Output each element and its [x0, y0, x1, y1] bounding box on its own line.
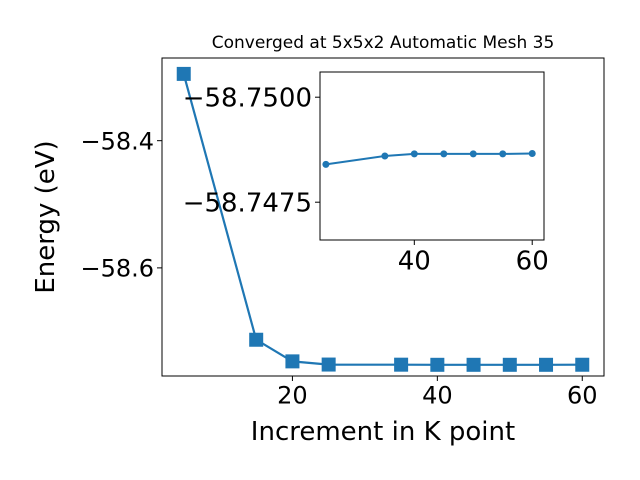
main-y-tick-label: −58.4 [80, 127, 154, 155]
main-data-point [502, 357, 517, 372]
main-y-axis-label: Energy (eV) [31, 140, 61, 293]
main-series-line [182, 73, 583, 366]
inset-x-tick-label: 40 [398, 246, 431, 276]
main-y-tick-label: −58.6 [80, 255, 154, 283]
main-x-tick-label: 20 [277, 382, 308, 410]
main-data-point [249, 332, 264, 347]
inset-data-point [499, 150, 507, 158]
main-data-point [539, 357, 554, 372]
inset-chart: 40 60 −58.7500 −58.7475 [183, 71, 549, 276]
inset-data-point [322, 160, 330, 168]
main-y-ticks: −58.6 −58.4 [80, 127, 162, 283]
main-data-point [285, 354, 300, 369]
inset-y-ticks: −58.7500 −58.7475 [183, 84, 320, 219]
main-chart-title: Converged at 5x5x2 Automatic Mesh 35 [212, 33, 555, 53]
main-x-tick-label: 60 [567, 382, 598, 410]
inset-x-tick-label: 60 [516, 246, 549, 276]
main-data-point [575, 357, 590, 372]
inset-y-tick-label: −58.7475 [183, 189, 312, 219]
main-series-markers [176, 66, 590, 372]
main-x-axis-label: Increment in K point [251, 417, 515, 447]
inset-y-tick-label: −58.7500 [183, 84, 312, 114]
main-plot-frame [161, 57, 605, 377]
inset-x-ticks: 40 60 [398, 240, 549, 276]
inset-data-point [440, 150, 448, 158]
main-data-point [466, 357, 481, 372]
main-x-tick-label: 40 [422, 382, 453, 410]
inset-data-point [469, 150, 477, 158]
main-chart: Converged at 5x5x2 Automatic Mesh 35 Inc… [31, 33, 605, 447]
main-data-point [394, 357, 409, 372]
main-data-point [321, 357, 336, 372]
inset-data-point [381, 152, 389, 160]
main-x-ticks: 20 40 60 [277, 376, 598, 410]
inset-data-point [410, 150, 418, 158]
inset-plot-frame [319, 71, 545, 241]
inset-data-point [528, 149, 536, 157]
main-data-point [430, 357, 445, 372]
main-data-point [176, 66, 191, 81]
inset-series-markers [322, 149, 536, 168]
